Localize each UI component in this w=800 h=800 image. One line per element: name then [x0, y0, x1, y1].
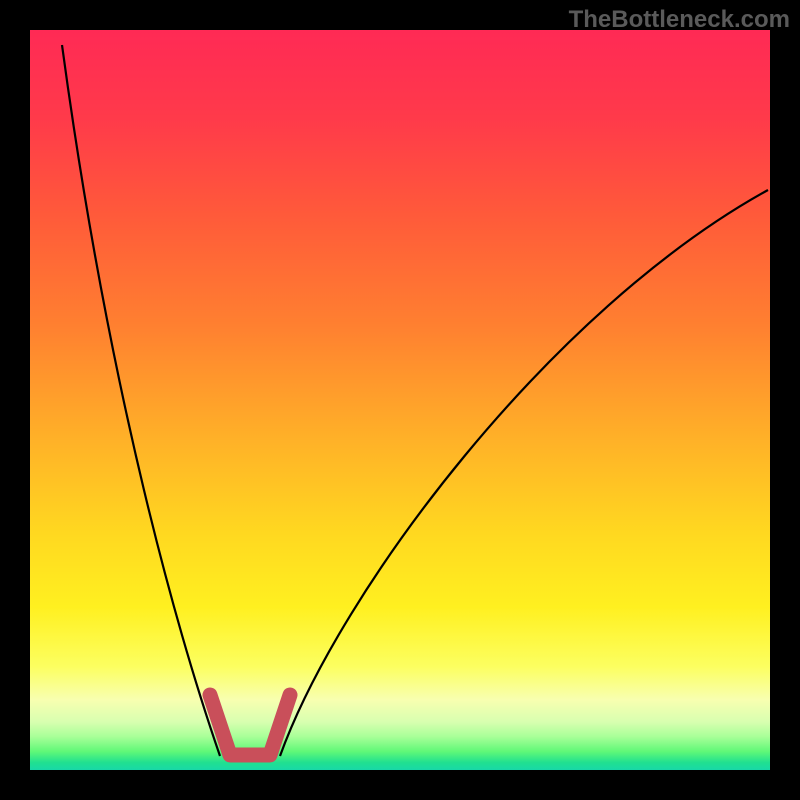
plot-background — [30, 30, 770, 770]
plot-area — [30, 30, 770, 770]
chart-svg — [30, 30, 770, 770]
watermark-text: TheBottleneck.com — [569, 6, 790, 34]
